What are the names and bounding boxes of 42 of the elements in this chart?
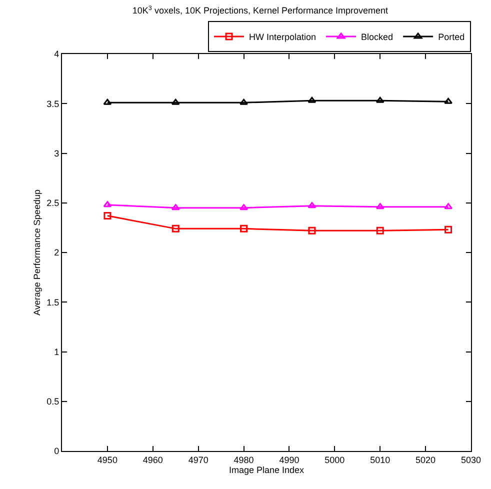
point xyxy=(444,98,452,104)
x-tick-label: 4950 xyxy=(97,454,118,465)
point xyxy=(103,201,112,208)
point xyxy=(308,226,316,234)
point xyxy=(376,96,384,103)
point xyxy=(240,204,248,210)
y-tick-label: 2 xyxy=(54,248,60,258)
x-tick-label: 4990 xyxy=(279,454,300,465)
x-tick-label: 4970 xyxy=(188,454,208,465)
point xyxy=(172,224,180,232)
y-tick-label: 0.5 xyxy=(46,396,60,407)
x-tick-label: 5030 xyxy=(460,454,482,465)
y-tick-label: 1 xyxy=(54,346,60,357)
point xyxy=(444,203,452,210)
x-tick-label: 4980 xyxy=(234,454,254,465)
y-axis-title: Average Performance Speedup xyxy=(32,190,42,316)
x-tick-label: 5020 xyxy=(416,454,436,465)
x-tick-label: 5000 xyxy=(324,454,345,465)
point xyxy=(171,98,180,105)
y-tick-label: 3.5 xyxy=(46,98,60,109)
point xyxy=(444,226,452,234)
y-tick-label: 1.5 xyxy=(46,297,60,308)
legend-label: Ported xyxy=(438,32,465,42)
x-tick-label: 4960 xyxy=(142,454,163,465)
x-axis-title: Image Plane Index xyxy=(228,464,305,475)
point xyxy=(103,98,112,105)
point xyxy=(376,203,384,210)
y-tick-label: 0 xyxy=(54,446,60,456)
legend-label: HW Interpolation xyxy=(249,32,316,42)
legend-label: Blocked xyxy=(361,32,394,42)
y-tick-label: 2.5 xyxy=(46,198,60,208)
chart-title: 10K$^{3}$ voxels, 10K Projections, Kernel Performance Improvement xyxy=(132,4,389,16)
point xyxy=(240,98,248,105)
point xyxy=(104,212,112,220)
y-tick-label: 3 xyxy=(54,148,60,158)
y-tick-label: 4 xyxy=(54,49,60,60)
point xyxy=(376,226,384,234)
point xyxy=(308,96,316,103)
point xyxy=(171,204,180,210)
x-tick-label: 5010 xyxy=(370,454,390,465)
point xyxy=(308,202,316,208)
point xyxy=(240,224,248,232)
